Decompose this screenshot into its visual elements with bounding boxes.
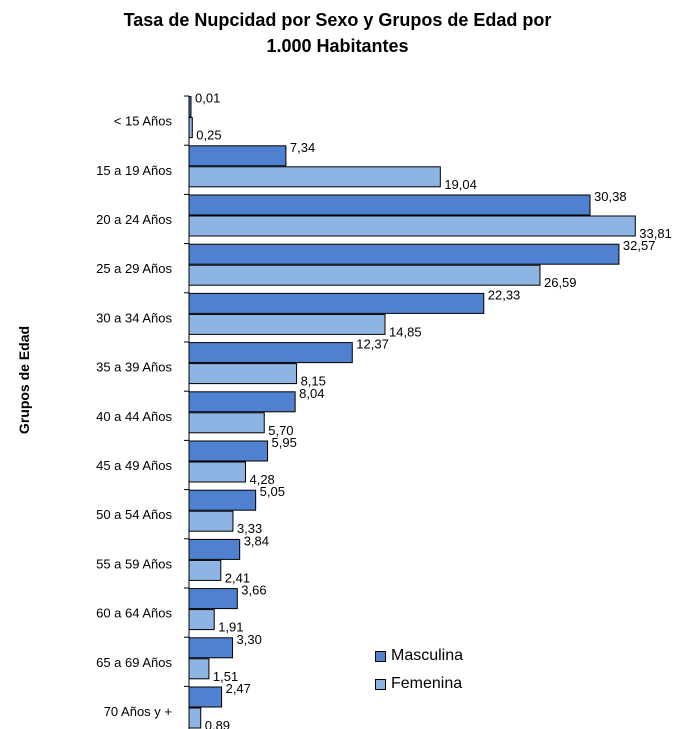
bar-femenina (188, 166, 441, 188)
data-label-femenina: 26,59 (544, 275, 577, 290)
data-label-femenina: 4,28 (249, 472, 274, 487)
data-label-femenina: 2,41 (225, 570, 250, 585)
category-label: 60 a 64 Años (96, 606, 172, 621)
data-label-masculina: 8,04 (299, 386, 324, 401)
legend-label-femenina: Femenina (391, 675, 463, 692)
data-label-masculina: 2,47 (226, 681, 251, 696)
bar-masculina (188, 391, 296, 413)
data-label-masculina: 30,38 (594, 189, 627, 204)
category-label: < 15 Años (114, 114, 173, 129)
bar-masculina (188, 588, 238, 610)
bar-femenina (188, 510, 234, 532)
bar-masculina (188, 440, 269, 462)
legend-swatch-femenina (375, 678, 386, 690)
bar-masculina (188, 538, 241, 560)
legend-label-masculina: Masculina (391, 647, 464, 664)
data-label-masculina: 7,34 (290, 140, 315, 155)
bar-femenina (188, 363, 298, 385)
category-label: 25 a 29 Años (96, 261, 172, 276)
bar-masculina (188, 243, 620, 265)
bar-femenina (188, 215, 636, 237)
category-label: 45 a 49 Años (96, 458, 172, 473)
bar-masculina (188, 145, 287, 167)
data-label-masculina: 3,30 (237, 632, 262, 647)
bar-femenina (188, 707, 202, 729)
data-label-femenina: 33,81 (639, 226, 672, 241)
category-label: 40 a 44 Años (96, 409, 172, 424)
data-label-femenina: 8,15 (301, 374, 326, 389)
data-label-femenina: 1,91 (218, 620, 243, 635)
bar-masculina (188, 686, 223, 708)
bar-femenina (188, 117, 193, 139)
data-label-masculina: 12,37 (356, 337, 389, 352)
category-label: 15 a 19 Años (96, 163, 172, 178)
chart-title-line1: Tasa de Nupcidad por Sexo y Grupos de Ed… (123, 10, 552, 30)
bar-femenina (188, 559, 222, 581)
bar-femenina (188, 313, 386, 335)
bar-femenina (188, 412, 265, 434)
data-label-femenina: 3,33 (237, 521, 262, 536)
data-label-masculina: 22,33 (488, 287, 521, 302)
bar-masculina (188, 637, 234, 659)
data-label-femenina: 5,70 (268, 423, 293, 438)
legend-swatch-masculina (375, 650, 386, 662)
data-label-femenina: 19,04 (444, 177, 477, 192)
bar-masculina (188, 489, 257, 511)
bar-femenina (188, 264, 541, 286)
data-label-masculina: 0,01 (195, 91, 220, 106)
data-label-masculina: 3,66 (241, 583, 266, 598)
data-label-femenina: 14,85 (389, 324, 422, 339)
data-label-masculina: 5,95 (272, 435, 297, 450)
legend: Masculina Femenina (375, 642, 463, 698)
chart-title-line2: 1.000 Habitantes (266, 36, 409, 56)
bar-femenina (188, 658, 210, 680)
category-label: 50 a 54 Años (96, 507, 172, 522)
category-label: 35 a 39 Años (96, 360, 172, 375)
bar-masculina (188, 194, 591, 216)
data-label-masculina: 32,57 (623, 238, 656, 253)
bar-masculina (188, 292, 485, 314)
data-label-femenina: 0,25 (196, 128, 221, 143)
category-label: 30 a 34 Años (96, 310, 172, 325)
data-label-femenina: 0,89 (205, 718, 230, 729)
category-label: 20 a 24 Años (96, 212, 172, 227)
category-label: 65 a 69 Años (96, 655, 172, 670)
data-label-masculina: 3,84 (244, 533, 269, 548)
data-label-femenina: 1,51 (213, 669, 238, 684)
category-label: 70 Años y + (104, 704, 172, 719)
legend-item-masculina: Masculina (375, 642, 463, 670)
bar-masculina (188, 96, 192, 118)
bar-masculina (188, 342, 353, 364)
bar-femenina (188, 609, 215, 631)
bar-femenina (188, 461, 246, 483)
category-label: 55 a 59 Años (96, 556, 172, 571)
data-label-masculina: 5,05 (260, 484, 285, 499)
legend-item-femenina: Femenina (375, 670, 463, 698)
